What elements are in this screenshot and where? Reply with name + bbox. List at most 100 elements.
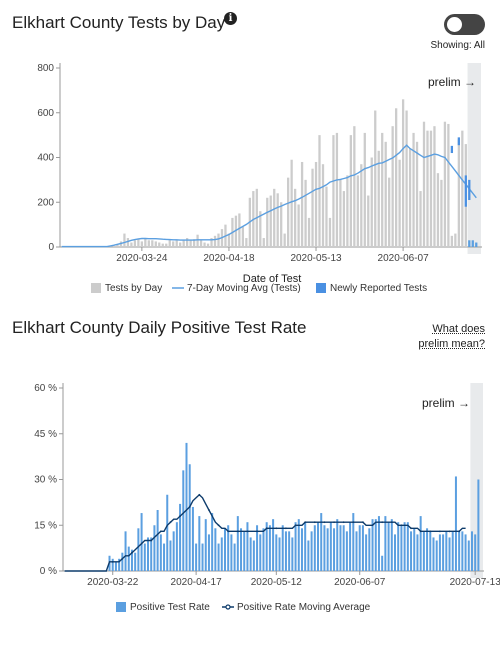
- y-tick-label: 30 %: [34, 475, 57, 486]
- moving-average-point: [352, 521, 355, 524]
- bar: [438, 534, 441, 571]
- legend-label-rate: Positive Test Rate: [130, 602, 210, 613]
- y-tick-label: 60 %: [34, 383, 57, 394]
- tests-chart-title: Elkhart County Tests by Day: [12, 13, 226, 32]
- bar: [293, 188, 297, 247]
- bar: [475, 242, 478, 247]
- bar: [234, 215, 238, 247]
- moving-average-point: [333, 521, 335, 524]
- moving-average-point: [236, 530, 239, 533]
- bar: [311, 168, 314, 247]
- bar: [419, 516, 422, 571]
- bar: [328, 217, 332, 247]
- bar: [329, 522, 332, 571]
- bar: [172, 531, 175, 571]
- bar: [191, 506, 194, 571]
- info-icon[interactable]: i: [224, 12, 237, 25]
- bar: [335, 132, 339, 247]
- bar: [401, 99, 405, 247]
- newly-reported-bar: [464, 175, 467, 207]
- bar: [123, 233, 126, 247]
- moving-average-point: [227, 530, 230, 533]
- bar: [371, 519, 374, 571]
- bar: [353, 126, 356, 247]
- moving-average-point: [140, 542, 143, 545]
- bar: [429, 130, 433, 247]
- showing-label: Showing: All: [430, 40, 485, 51]
- x-axis-title: Date of Test: [243, 273, 302, 285]
- bar: [440, 179, 443, 247]
- x-tick-label: 2020-06-07: [378, 253, 430, 264]
- moving-average-point: [410, 527, 412, 530]
- bar: [474, 534, 477, 571]
- bar: [323, 525, 326, 571]
- bar: [314, 161, 318, 247]
- prelim-band: [470, 383, 483, 578]
- bar: [377, 516, 380, 571]
- bar: [339, 525, 342, 571]
- legend-marker-rate-avg: [225, 604, 231, 610]
- what-does-prelim-mean-link[interactable]: What does prelim mean?: [418, 323, 485, 350]
- positive-rate-chart: 0 % 15 % 30 % 45 % 60 % 2020-03-22 2020-04-17 2…: [34, 383, 500, 613]
- bar: [467, 540, 470, 571]
- moving-average-point: [188, 506, 191, 508]
- moving-average-point: [111, 560, 114, 563]
- bar: [211, 513, 214, 571]
- legend-label-avg: 7-Day Moving Avg (Tests): [187, 283, 301, 294]
- bar: [220, 537, 223, 571]
- show-all-toggle[interactable]: [444, 14, 485, 35]
- bar: [426, 130, 429, 247]
- bar: [143, 543, 146, 571]
- bar: [130, 242, 133, 247]
- bar: [374, 519, 377, 571]
- bar: [175, 522, 178, 571]
- bar: [416, 534, 419, 571]
- bar: [410, 531, 413, 571]
- bar: [227, 525, 230, 571]
- bar: [432, 537, 435, 571]
- bar: [370, 157, 373, 247]
- y-tick-label: 800: [37, 63, 54, 74]
- bar: [196, 234, 199, 247]
- bar: [147, 240, 150, 247]
- bar: [241, 226, 245, 247]
- bar: [179, 242, 182, 247]
- bar: [342, 191, 346, 247]
- bar: [189, 240, 192, 247]
- bar: [451, 531, 454, 571]
- bar: [199, 240, 203, 247]
- bar: [477, 479, 480, 571]
- moving-average-point: [217, 524, 220, 527]
- bar: [400, 525, 403, 571]
- toggle-knob: [447, 17, 462, 32]
- y-tick-label: 0 %: [40, 566, 57, 577]
- bar: [448, 537, 451, 571]
- legend-label-rate-avg: Positive Rate Moving Average: [237, 602, 371, 613]
- bar: [406, 522, 409, 571]
- x-tick-label: 2020-04-17: [171, 577, 223, 588]
- bar: [326, 528, 329, 571]
- bar: [470, 531, 473, 571]
- bar: [153, 525, 156, 571]
- bar: [119, 241, 123, 247]
- bar: [304, 179, 307, 247]
- moving-average-point: [458, 530, 461, 533]
- bar: [116, 244, 119, 247]
- bar: [134, 552, 137, 571]
- bar: [161, 243, 164, 247]
- bar: [325, 186, 328, 247]
- bar: [332, 135, 335, 247]
- bar: [387, 522, 390, 571]
- bar: [118, 558, 121, 571]
- bar: [275, 534, 278, 571]
- bar: [126, 238, 130, 247]
- bar: [307, 217, 311, 247]
- moving-average-point: [448, 530, 451, 533]
- x-tick-label: 2020-03-22: [87, 577, 139, 588]
- bar: [217, 233, 220, 247]
- bar: [182, 240, 185, 247]
- bar: [154, 241, 157, 247]
- bar: [114, 561, 117, 571]
- bar: [450, 235, 454, 247]
- bar: [454, 233, 457, 247]
